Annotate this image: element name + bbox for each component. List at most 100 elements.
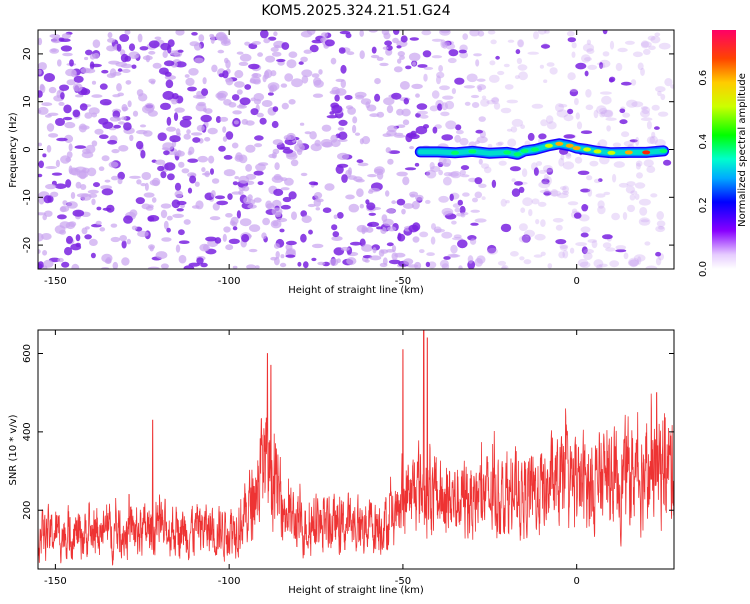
noise-blob (415, 126, 428, 135)
noise-blob (639, 207, 648, 216)
noise-blob (252, 41, 261, 45)
noise-blob (632, 51, 643, 58)
noise-blob (151, 197, 157, 203)
noise-blob (231, 191, 242, 195)
noise-blob (202, 77, 207, 85)
noise-blob (347, 106, 356, 115)
noise-blob (504, 84, 514, 90)
noise-blob (194, 57, 204, 64)
noise-blob (299, 122, 305, 126)
noise-blob (131, 64, 137, 69)
noise-blob (304, 131, 312, 135)
noise-blob (273, 188, 284, 196)
noise-blob (543, 191, 552, 196)
noise-blob (178, 254, 187, 264)
noise-blob (352, 116, 358, 124)
noise-blob (372, 247, 377, 254)
noise-blob (133, 54, 138, 58)
noise-blob (129, 175, 141, 179)
noise-blob (181, 168, 190, 174)
noise-blob (163, 220, 169, 230)
noise-blob (597, 200, 605, 209)
noise-blob (139, 124, 147, 128)
noise-blob (112, 110, 121, 119)
noise-blob (211, 64, 218, 73)
noise-blob (257, 181, 264, 186)
noise-blob (137, 33, 143, 43)
noise-blob (329, 90, 341, 95)
noise-blob (338, 119, 348, 126)
noise-blob (38, 90, 43, 98)
noise-blob (396, 198, 406, 206)
noise-blob (160, 171, 167, 179)
noise-blob (528, 209, 533, 217)
noise-blob (43, 195, 52, 204)
noise-blob (162, 142, 174, 151)
noise-blob (66, 79, 76, 86)
noise-blob (597, 139, 608, 148)
noise-blob (79, 103, 88, 111)
noise-blob (562, 190, 570, 195)
noise-blob (419, 249, 425, 254)
noise-blob (615, 62, 623, 72)
noise-blob (172, 213, 185, 218)
noise-blob (478, 183, 487, 188)
noise-blob (575, 62, 587, 70)
noise-blob (198, 34, 205, 42)
noise-blob (223, 169, 236, 177)
noise-blob (361, 225, 366, 235)
noise-blob (371, 46, 377, 54)
noise-blob (243, 196, 252, 205)
noise-blob (38, 261, 44, 269)
noise-blob (517, 64, 528, 71)
noise-blob (519, 256, 525, 261)
noise-blob (470, 209, 481, 213)
noise-blob (274, 162, 280, 171)
noise-blob (303, 261, 309, 269)
noise-blob (544, 169, 554, 173)
ridge-point (607, 150, 616, 155)
noise-blob (157, 165, 165, 172)
noise-blob (324, 39, 335, 47)
noise-blob (438, 65, 443, 72)
noise-blob (516, 57, 523, 65)
noise-blob (524, 229, 535, 238)
noise-blob (107, 31, 113, 39)
noise-blob (229, 220, 236, 226)
noise-blob (405, 133, 413, 143)
noise-blob (272, 139, 283, 146)
noise-blob (531, 198, 540, 205)
noise-blob (466, 73, 478, 83)
noise-blob (107, 38, 116, 43)
noise-blob (149, 179, 160, 186)
noise-blob (123, 122, 132, 131)
noise-blob (438, 157, 447, 165)
noise-blob (191, 205, 200, 209)
noise-blob (313, 79, 324, 88)
noise-blob (74, 166, 87, 173)
noise-blob (254, 265, 260, 269)
noise-blob (160, 203, 172, 209)
noise-blob (440, 111, 450, 117)
noise-blob (177, 49, 184, 53)
noise-blob (190, 132, 203, 136)
noise-blob (189, 175, 197, 184)
noise-blob (38, 106, 49, 115)
noise-blob (217, 92, 227, 101)
noise-blob (217, 49, 225, 54)
noise-blob (72, 83, 83, 92)
noise-blob (493, 102, 501, 110)
noise-blob (586, 48, 595, 54)
noise-blob (275, 211, 282, 218)
noise-blob (248, 63, 260, 70)
noise-blob (101, 69, 109, 74)
noise-blob (646, 165, 656, 173)
noise-blob (173, 112, 179, 121)
noise-blob (169, 50, 180, 56)
noise-blob (223, 99, 232, 106)
noise-blob (480, 98, 490, 107)
noise-blob (308, 229, 313, 235)
snr-series-line (38, 330, 674, 566)
noise-blob (585, 89, 592, 98)
